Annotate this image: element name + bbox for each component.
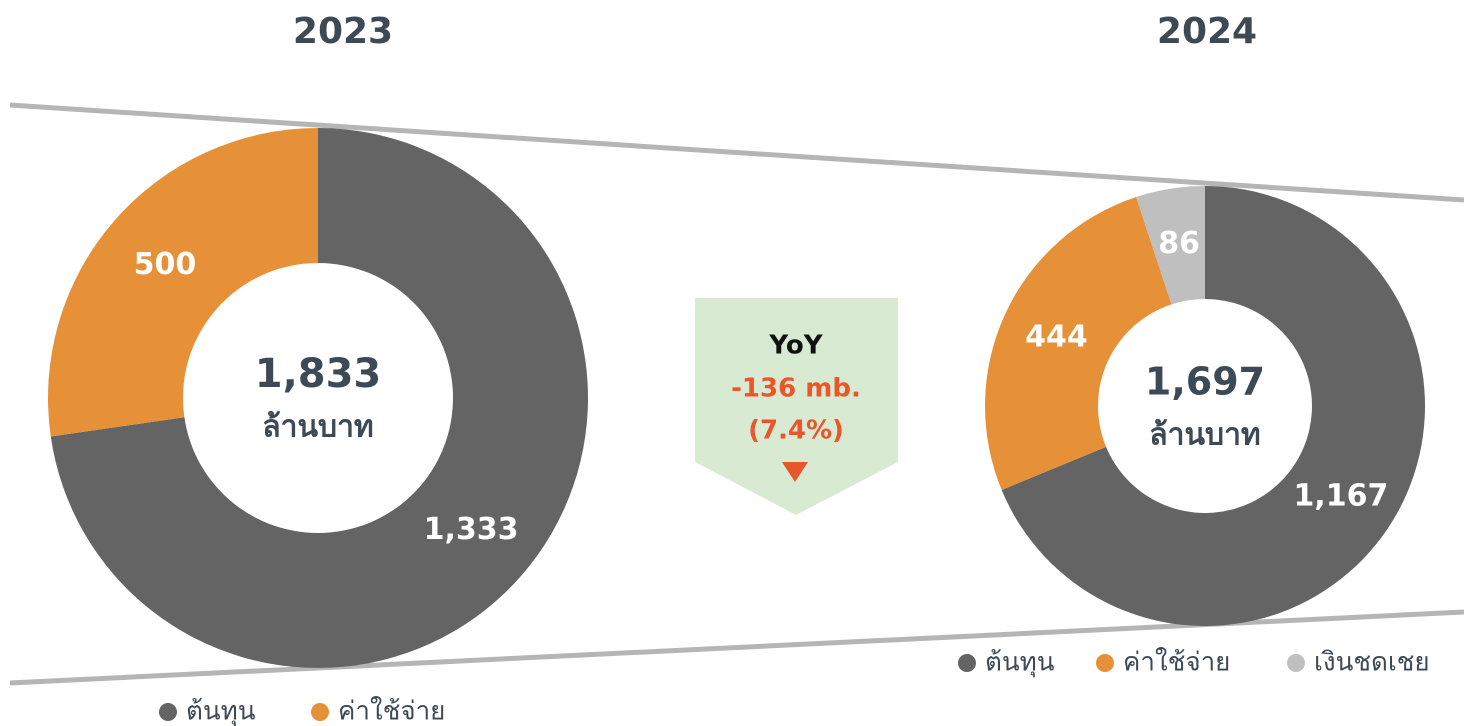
donut-slice <box>984 197 1172 490</box>
decor-line <box>9 102 1464 203</box>
slice-label: 86 <box>1158 226 1200 261</box>
yoy-change: -136 mb. <box>731 374 861 404</box>
center-unit: ล้านบาท <box>262 410 373 445</box>
center-total: 1,697 <box>1145 360 1265 404</box>
center-unit: ล้านบาท <box>1149 418 1260 453</box>
legend-marker <box>1096 654 1114 672</box>
legend-label: เงินชดเชย <box>1314 648 1430 678</box>
legend-marker <box>958 654 976 672</box>
donut-slice <box>47 128 318 437</box>
center-total: 1,833 <box>255 351 382 397</box>
legend-label: ต้นทุน <box>186 697 256 726</box>
legend-label: ค่าใช้จ่าย <box>1123 648 1230 678</box>
donut-slice <box>50 128 588 669</box>
slice-label: 1,167 <box>1293 478 1388 513</box>
legend-label: ต้นทุน <box>985 648 1055 678</box>
chart-title: 2023 <box>293 11 393 52</box>
donut-slice <box>1001 185 1426 626</box>
legend-marker <box>311 703 329 721</box>
slice-label: 444 <box>1025 319 1088 354</box>
slice-label: 500 <box>134 247 197 282</box>
legend-label: ค่าใช้จ่าย <box>338 697 445 726</box>
slice-label: 1,333 <box>424 512 519 547</box>
legend-marker <box>1287 654 1305 672</box>
yoy-box <box>695 298 898 515</box>
chart-title: 2024 <box>1157 11 1257 52</box>
yoy-percent: (7.4%) <box>748 416 844 446</box>
donut-slice <box>1136 186 1205 305</box>
yoy-arrow <box>782 462 808 482</box>
yoy-title: YoY <box>768 331 823 361</box>
legend-marker <box>159 703 177 721</box>
